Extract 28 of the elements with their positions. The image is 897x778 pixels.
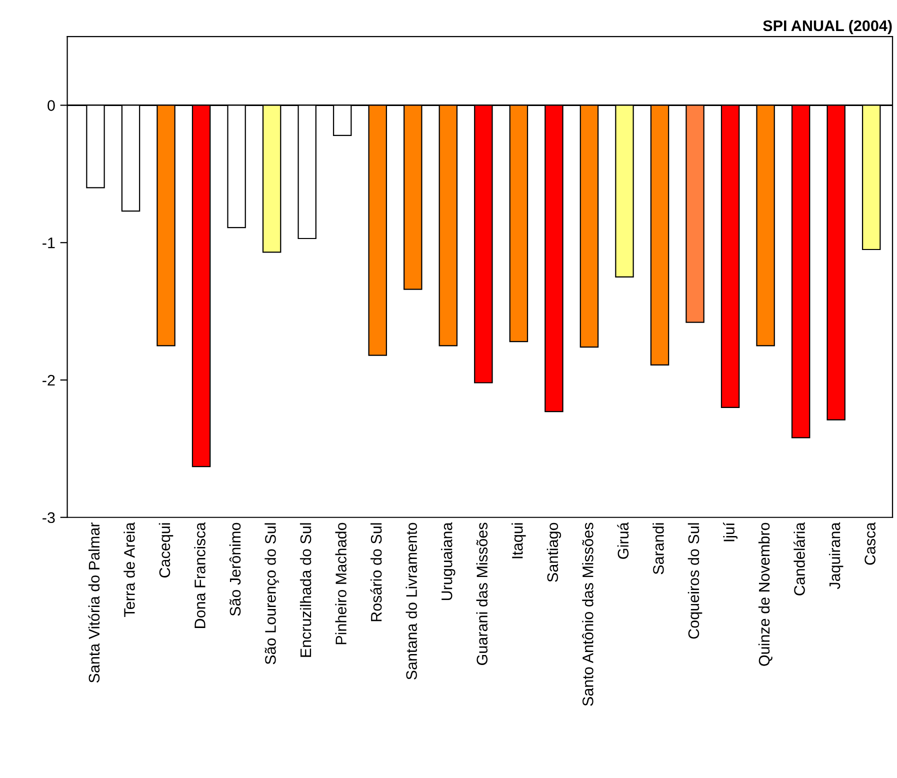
x-tick-label: Santo Antônio das Missões xyxy=(582,522,594,706)
x-tick-label: Guarani das Missões xyxy=(476,522,488,665)
x-tick-label: Itaqui xyxy=(512,523,526,558)
x-tick-label: Pinheiro Machado xyxy=(335,522,346,644)
x-tick-label: Ijuí xyxy=(723,522,738,542)
x-tick-label: Cacequi xyxy=(158,523,174,578)
x-tick-label: Santana do Livramento xyxy=(406,522,417,680)
y-tick-label: -1 xyxy=(42,238,55,248)
x-tick-label: Casca xyxy=(864,522,876,565)
x-tick-label: Sarandi xyxy=(652,523,664,574)
y-tick-label: -3 xyxy=(42,512,55,524)
x-tick-label: Encruzilhada do Sul xyxy=(300,523,312,657)
x-tick-label: Coqueiros do Sul xyxy=(688,523,702,639)
chart-title: SPI ANUAL (2004) xyxy=(763,20,892,34)
y-tick-label: -2 xyxy=(42,374,55,386)
x-tick-label: Dona Francisca xyxy=(194,522,206,628)
x-tick-label: Rosário do Sul xyxy=(370,523,382,622)
x-tick-label: Giruá xyxy=(617,522,629,559)
x-tick-label: Santa Vitória do Palmar xyxy=(88,522,100,683)
x-tick-label: São Lourenço do Sul xyxy=(264,523,279,664)
x-tick-label: Santiago xyxy=(546,522,562,582)
x-tick-label: Quinze de Novembro xyxy=(758,522,772,666)
y-tick-label: 0 xyxy=(48,100,55,111)
x-tick-label: São Jerônimo xyxy=(229,522,241,616)
x-tick-label: Uruguaiana xyxy=(441,522,456,600)
x-tick-label: Terra de Areia xyxy=(124,522,135,617)
x-tick-label: Candelária xyxy=(794,522,805,596)
x-tick-label: Jaquirana xyxy=(828,522,844,590)
